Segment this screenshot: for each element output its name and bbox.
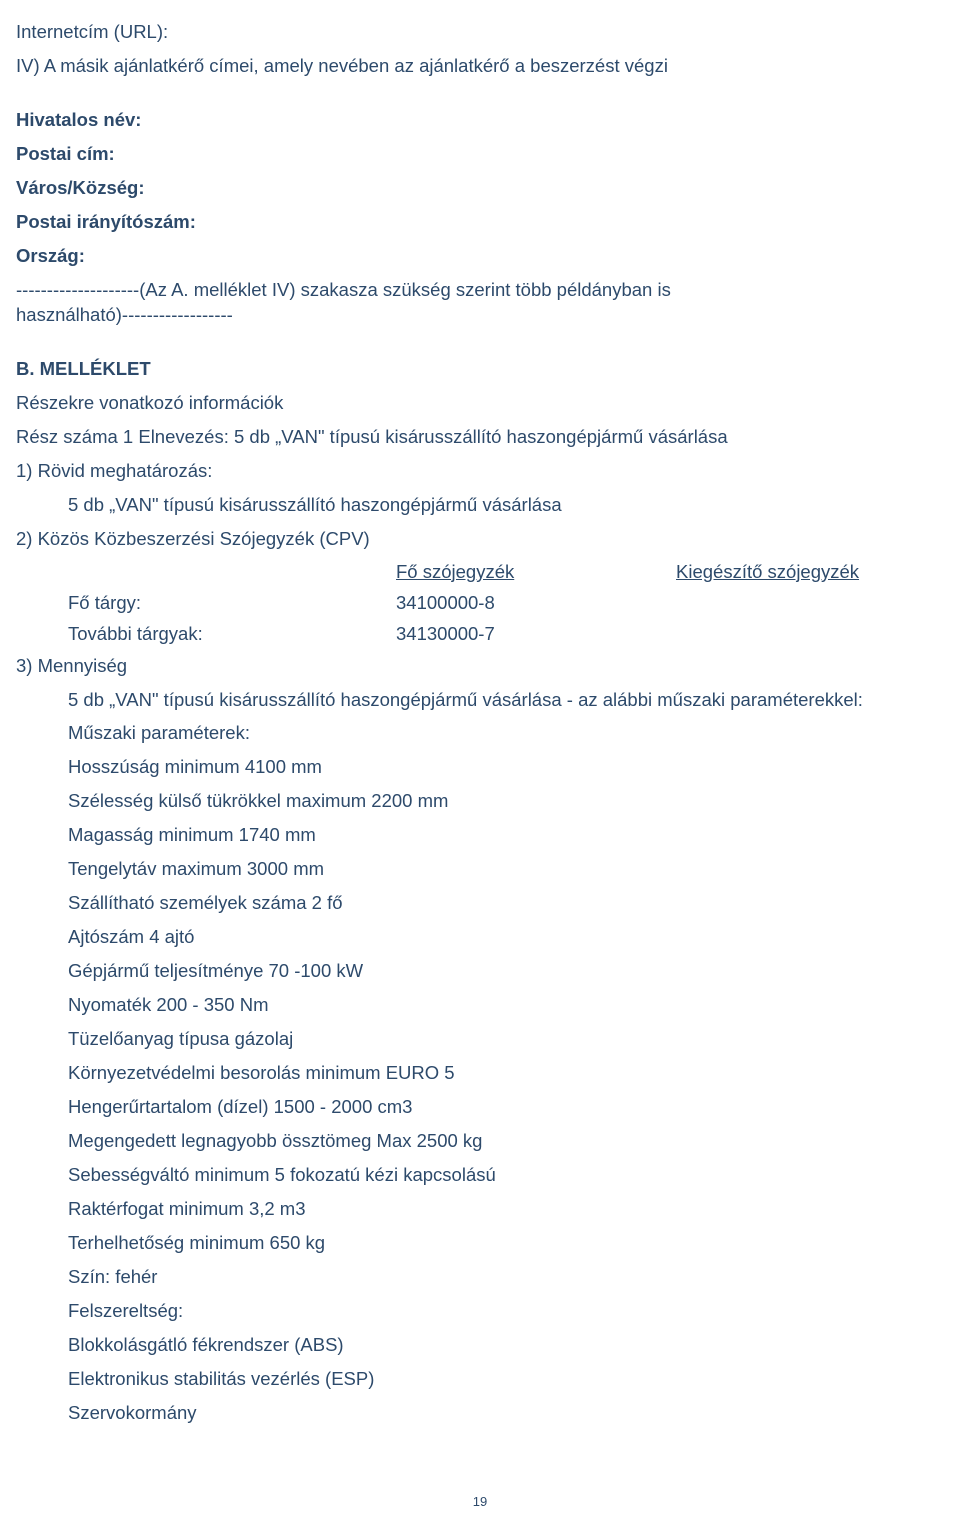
cpv-main-subject-label: Fő tárgy: [16,592,396,614]
section-iv-heading: IV) A másik ajánlatkérő címei, amely nev… [16,54,944,79]
spec-item: Szín: fehér [16,1265,944,1290]
cpv-main-subject-code: 34100000-8 [396,592,676,614]
cpv-more-subjects-row: További tárgyak: 34130000-7 [16,623,944,645]
spec-item: Felszereltség: [16,1299,944,1324]
spec-item: Műszaki paraméterek: [16,721,944,746]
spec-item: Környezetvédelmi besorolás minimum EURO … [16,1061,944,1086]
spec-item: Sebességváltó minimum 5 fokozatú kézi ka… [16,1163,944,1188]
spec-item: Blokkolásgátló fékrendszer (ABS) [16,1333,944,1358]
cpv-more-subjects-label: További tárgyak: [16,623,396,645]
annex-title: B. MELLÉKLET [16,357,944,382]
part-name-value: 5 db „VAN" típusú kisárusszállító haszon… [234,426,728,447]
spec-list: Műszaki paraméterek: Hosszúság minimum 41… [16,721,944,1425]
section-1-text: 5 db „VAN" típusú kisárusszállító haszon… [16,493,944,518]
section-2-label: 2) Közös Közbeszerzési Szójegyzék (CPV) [16,527,944,552]
official-name-label: Hivatalos név: [16,108,944,133]
cpv-header-row: Fő szójegyzék Kiegészítő szójegyzék [16,561,944,583]
cpv-main-dict-header: Fő szójegyzék [396,561,676,583]
part-num-value: 1 [123,426,133,447]
spec-item: Szállítható személyek száma 2 fő [16,891,944,916]
spec-item: Szervokormány [16,1401,944,1426]
cpv-more-subjects-code: 34130000-7 [396,623,676,645]
postcode-label: Postai irányítószám: [16,210,944,235]
spacer [16,88,944,108]
spec-item: Hosszúság minimum 4100 mm [16,755,944,780]
spec-item: Hengerűrtartalom (dízel) 1500 - 2000 cm3 [16,1095,944,1120]
spacer [16,337,944,357]
cpv-main-subject-row: Fő tárgy: 34100000-8 [16,592,944,614]
spec-item: Elektronikus stabilitás vezérlés (ESP) [16,1367,944,1392]
spec-item: Tengelytáv maximum 3000 mm [16,857,944,882]
part-num-label: Rész száma [16,426,118,447]
spec-item: Megengedett legnagyobb össztömeg Max 250… [16,1129,944,1154]
section-3-label: 3) Mennyiség [16,654,944,679]
page-number: 19 [0,1494,960,1509]
repeat-note: --------------------(Az A. melléklet IV)… [16,278,736,328]
part-number-row: Rész száma 1 Elnevezés: 5 db „VAN" típus… [16,425,944,450]
spec-item: Magasság minimum 1740 mm [16,823,944,848]
postal-address-label: Postai cím: [16,142,944,167]
cpv-supp-dict-header: Kiegészítő szójegyzék [676,561,944,583]
spec-item: Terhelhetőség minimum 650 kg [16,1231,944,1256]
part-name-label: Elnevezés: [138,426,229,447]
country-label: Ország: [16,244,944,269]
spec-item: Nyomaték 200 - 350 Nm [16,993,944,1018]
section-1-label: 1) Rövid meghatározás: [16,459,944,484]
url-label: Internetcím (URL): [16,20,944,45]
spec-item: Szélesség külső tükrökkel maximum 2200 m… [16,789,944,814]
city-label: Város/Község: [16,176,944,201]
spec-item: Gépjármű teljesítménye 70 -100 kW [16,959,944,984]
parts-info: Részekre vonatkozó információk [16,391,944,416]
spec-item: Raktérfogat minimum 3,2 m3 [16,1197,944,1222]
section-3-intro: 5 db „VAN" típusú kisárusszállító haszon… [16,688,944,713]
spec-item: Tüzelőanyag típusa gázolaj [16,1027,944,1052]
spec-item: Ajtószám 4 ajtó [16,925,944,950]
